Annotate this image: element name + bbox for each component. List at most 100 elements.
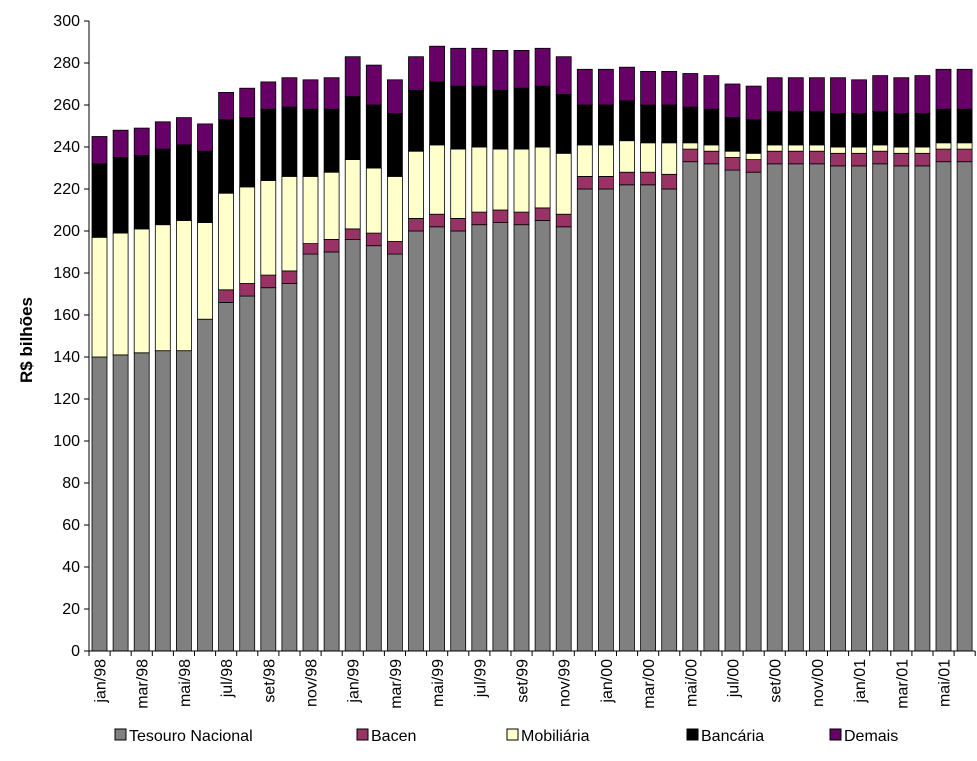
bar-segment-mobili-ria-nov-99 xyxy=(555,152,572,215)
bar-segment-demais-out-00 xyxy=(787,77,804,112)
bar-segment-demais-mai-00 xyxy=(682,73,699,108)
bar-segment-tesouro-nacional-jan-01 xyxy=(851,165,867,652)
x-tick-label: jan/99 xyxy=(346,659,363,704)
bar-segment-mobili-ria-jan-98 xyxy=(91,236,108,358)
bar-segment-banc-ria-mai-00 xyxy=(682,106,699,144)
bar-segment-demais-jan-00 xyxy=(598,68,614,106)
bar-segment-demais-ago-99 xyxy=(492,50,509,91)
bar-segment-mobili-ria-dez-00 xyxy=(830,146,846,154)
bar-segment-banc-ria-mai-98 xyxy=(175,144,192,221)
bar-segment-banc-ria-set-00 xyxy=(766,110,783,146)
bar-segment-demais-mai-98 xyxy=(175,117,192,146)
bar-segment-demais-jan-01 xyxy=(851,79,867,114)
bar-segment-demais-mar-00 xyxy=(640,71,656,106)
bar-segment-bacen-abr-99 xyxy=(408,217,424,232)
y-tick-label: 300 xyxy=(53,13,80,30)
bar-segment-banc-ria-out-98 xyxy=(281,106,298,177)
y-tick-label: 100 xyxy=(53,433,80,450)
bar-segment-mobili-ria-jan-00 xyxy=(598,144,614,177)
bar-segment-demais-jan-99 xyxy=(344,56,361,98)
x-tick-label: mai/01 xyxy=(937,659,954,707)
bar-segment-bacen-abr-00 xyxy=(661,173,678,190)
bar-segment-demais-fev-99 xyxy=(365,64,382,106)
bar-segment-demais-jun-99 xyxy=(450,47,467,87)
bar-segment-bacen-jul-00 xyxy=(724,157,741,171)
bar-segment-tesouro-nacional-fev-98 xyxy=(112,354,129,652)
y-tick-label: 120 xyxy=(53,391,80,408)
bar-segment-bacen-set-98 xyxy=(260,274,277,289)
bar-segment-mobili-ria-mai-98 xyxy=(175,220,192,352)
bar-segment-tesouro-nacional-mai-01 xyxy=(935,161,952,652)
bar-segment-mobili-ria-dez-98 xyxy=(323,171,340,240)
legend-label: Mobiliária xyxy=(521,728,590,745)
bar-segment-bacen-ago-98 xyxy=(239,283,256,297)
y-tick-label: 140 xyxy=(53,349,80,366)
bar-segment-banc-ria-nov-00 xyxy=(809,110,825,146)
bar-segment-banc-ria-jul-99 xyxy=(471,85,488,148)
bar-segment-demais-mai-01 xyxy=(935,68,952,110)
bar-segment-demais-ago-98 xyxy=(239,87,256,118)
bar-segment-banc-ria-mar-98 xyxy=(133,154,150,230)
bar-segment-tesouro-nacional-jan-00 xyxy=(598,188,614,652)
bar-segment-mobili-ria-jun-01 xyxy=(956,142,973,150)
bar-segment-demais-jul-98 xyxy=(218,92,235,121)
bar-segment-bacen-set-00 xyxy=(766,150,783,165)
bar-segment-banc-ria-abr-99 xyxy=(408,89,424,152)
bar-segment-bacen-ago-99 xyxy=(492,209,509,224)
bar-segment-demais-jul-00 xyxy=(724,83,741,118)
bar-segment-mobili-ria-ago-00 xyxy=(745,152,762,161)
legend-swatch xyxy=(114,728,127,741)
bar-segment-mobili-ria-jul-00 xyxy=(724,150,741,158)
bar-segment-tesouro-nacional-mar-01 xyxy=(893,165,910,652)
bar-segment-bacen-jul-98 xyxy=(218,289,235,303)
bar-segment-tesouro-nacional-abr-00 xyxy=(661,188,678,652)
bar-segment-banc-ria-fev-98 xyxy=(112,157,129,234)
bars-layer xyxy=(91,45,973,652)
bar-segment-mobili-ria-set-00 xyxy=(766,144,783,152)
bar-segment-tesouro-nacional-mar-00 xyxy=(640,184,656,652)
bar-segment-tesouro-nacional-out-00 xyxy=(787,163,804,652)
bar-segment-mobili-ria-jun-00 xyxy=(703,144,720,152)
bar-segment-banc-ria-nov-98 xyxy=(302,108,319,177)
y-tick-label: 20 xyxy=(62,601,80,618)
bar-segment-bacen-mai-99 xyxy=(429,213,446,228)
bar-segment-mobili-ria-fev-00 xyxy=(619,140,635,173)
bar-segment-tesouro-nacional-fev-01 xyxy=(872,163,889,652)
bar-segment-banc-ria-dez-98 xyxy=(323,108,340,173)
bar-segment-mobili-ria-abr-99 xyxy=(408,150,424,219)
bar-segment-mobili-ria-out-99 xyxy=(534,146,551,209)
bar-segment-bacen-mar-01 xyxy=(893,152,910,167)
bar-segment-demais-mar-98 xyxy=(133,127,150,156)
bar-segment-mobili-ria-ago-98 xyxy=(239,186,256,284)
bar-segment-mobili-ria-fev-98 xyxy=(112,232,129,356)
bar-segment-banc-ria-abr-01 xyxy=(914,113,931,148)
bar-segment-mobili-ria-abr-98 xyxy=(154,224,171,352)
x-tick-label: jan/98 xyxy=(93,659,110,704)
bar-segment-bacen-nov-00 xyxy=(809,150,825,165)
bar-segment-banc-ria-ago-00 xyxy=(745,119,762,154)
bar-segment-demais-mai-99 xyxy=(429,45,446,83)
bar-segment-mobili-ria-jun-99 xyxy=(450,148,467,219)
bar-segment-mobili-ria-ago-99 xyxy=(492,148,509,211)
bar-segment-mobili-ria-jul-99 xyxy=(471,146,488,213)
bar-segment-mobili-ria-mar-98 xyxy=(133,228,150,354)
bar-segment-mobili-ria-jan-99 xyxy=(344,159,361,230)
x-tick-label: set/99 xyxy=(515,659,532,703)
bar-segment-mobili-ria-abr-01 xyxy=(914,146,931,154)
bar-segment-banc-ria-abr-00 xyxy=(661,104,678,144)
bar-segment-tesouro-nacional-dez-98 xyxy=(323,251,340,652)
bar-segment-demais-ago-00 xyxy=(745,85,762,121)
bar-segment-demais-abr-01 xyxy=(914,75,931,114)
bar-segment-mobili-ria-fev-01 xyxy=(872,144,889,152)
x-tick-label: set/00 xyxy=(768,659,785,703)
bar-segment-mobili-ria-set-99 xyxy=(513,148,530,213)
bar-segment-banc-ria-jun-99 xyxy=(450,85,467,150)
bar-segment-banc-ria-fev-01 xyxy=(872,110,889,146)
x-tick-label: nov/98 xyxy=(304,659,321,707)
bar-segment-tesouro-nacional-abr-98 xyxy=(154,350,171,652)
bar-segment-tesouro-nacional-abr-01 xyxy=(914,165,931,652)
bar-segment-demais-jun-01 xyxy=(956,68,973,110)
bar-segment-mobili-ria-jan-01 xyxy=(851,146,867,154)
y-tick-label: 80 xyxy=(62,475,80,492)
bar-segment-banc-ria-mai-01 xyxy=(935,108,952,144)
